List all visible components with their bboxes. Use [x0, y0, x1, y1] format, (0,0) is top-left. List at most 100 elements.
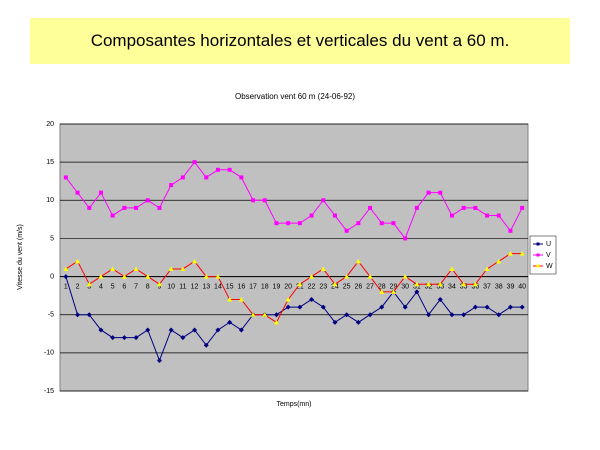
marker [461, 205, 466, 210]
marker [227, 167, 232, 172]
marker [192, 327, 198, 333]
legend-label: W [546, 263, 553, 270]
marker [496, 312, 502, 318]
marker [379, 289, 385, 294]
legend-marker [536, 242, 540, 246]
marker [204, 175, 209, 180]
marker [63, 274, 69, 280]
marker [273, 319, 279, 325]
x-tick-label: 5 [111, 283, 115, 290]
marker [426, 281, 432, 287]
marker [449, 312, 455, 318]
marker [484, 266, 490, 271]
marker [192, 258, 198, 264]
marker [519, 251, 525, 256]
marker [344, 228, 349, 233]
x-tick-label: 33 [436, 283, 444, 290]
marker [251, 198, 256, 203]
marker [379, 304, 385, 310]
marker [75, 258, 81, 264]
x-tick-label: 7 [134, 283, 138, 290]
series-line [65, 276, 523, 362]
marker [156, 281, 162, 287]
x-tick-label: 24 [331, 283, 339, 290]
marker [344, 274, 350, 279]
marker [180, 335, 186, 341]
marker [98, 190, 103, 195]
marker [437, 296, 443, 302]
marker [215, 274, 221, 279]
marker [110, 266, 116, 271]
x-tick-label: 11 [179, 283, 186, 290]
y-tick-label: 15 [46, 159, 54, 166]
y-tick-label: 10 [46, 197, 54, 204]
x-tick-label: 39 [507, 283, 515, 290]
x-axis-label: Temps(mn) [276, 401, 311, 408]
marker [110, 335, 116, 341]
marker [368, 205, 373, 210]
marker [227, 296, 233, 302]
legend-marker [536, 264, 540, 268]
marker [507, 304, 513, 310]
marker [355, 319, 361, 325]
x-tick-label: 16 [237, 283, 245, 290]
marker [86, 312, 92, 318]
series-line [65, 253, 523, 324]
marker [215, 327, 221, 333]
x-tick-label: 1 [64, 283, 68, 290]
marker [507, 251, 513, 256]
legend-marker [536, 253, 540, 257]
marker [145, 327, 151, 333]
marker [484, 304, 490, 310]
legend-label: U [546, 241, 551, 248]
marker [250, 312, 256, 317]
x-tick-label: 18 [261, 283, 269, 290]
marker [86, 281, 92, 287]
marker [203, 342, 209, 348]
x-tick-label: 17 [249, 283, 257, 290]
marker [192, 160, 197, 165]
marker [309, 213, 314, 218]
marker [321, 198, 326, 203]
y-tick-label: 0 [50, 273, 54, 280]
marker [297, 281, 303, 287]
marker [133, 335, 139, 341]
x-tick-label: 14 [214, 283, 222, 290]
y-axis-label: Vitesse du vent (m/s) [17, 224, 24, 290]
x-tick-label: 35 [460, 283, 468, 290]
marker [332, 281, 338, 287]
marker [390, 289, 396, 294]
marker [273, 312, 279, 318]
x-tick-label: 15 [226, 283, 234, 290]
y-tick-label: -15 [44, 388, 54, 395]
series-line [65, 161, 523, 240]
marker [87, 205, 92, 210]
marker [472, 304, 478, 310]
y-tick-label: -10 [44, 350, 54, 357]
marker [121, 335, 127, 341]
marker [285, 304, 291, 310]
marker [414, 281, 420, 287]
marker [203, 274, 209, 279]
marker [355, 258, 361, 264]
marker [262, 312, 268, 317]
marker [169, 183, 174, 188]
marker [426, 190, 431, 195]
marker [403, 236, 408, 241]
y-tick-label: 20 [46, 121, 54, 128]
x-tick-label: 31 [413, 283, 421, 290]
marker [496, 258, 502, 264]
marker [344, 312, 350, 318]
x-tick-label: 36 [471, 283, 479, 290]
x-tick-label: 29 [390, 283, 398, 290]
plot-area [59, 123, 529, 392]
marker [426, 312, 432, 318]
x-tick-label: 32 [425, 283, 433, 290]
marker [121, 274, 127, 279]
x-tick-label: 8 [146, 283, 150, 290]
marker [168, 327, 174, 333]
x-tick-label: 12 [191, 283, 199, 290]
marker [402, 274, 408, 279]
marker [449, 266, 455, 271]
